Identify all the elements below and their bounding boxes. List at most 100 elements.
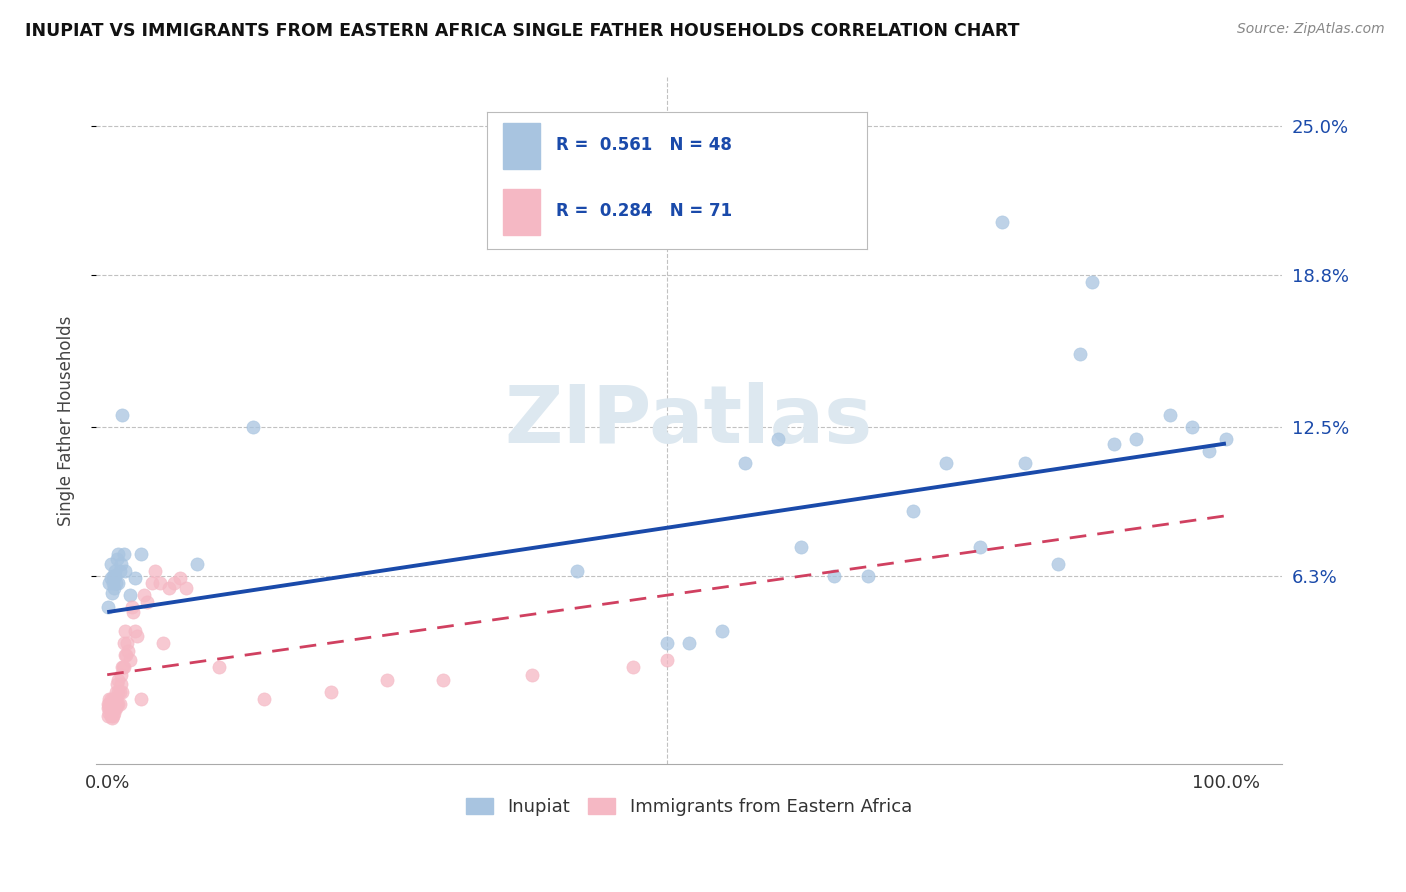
Point bbox=[1125, 432, 1147, 446]
Point bbox=[242, 419, 264, 434]
Point bbox=[101, 576, 124, 591]
Point bbox=[122, 605, 145, 619]
Point bbox=[97, 697, 120, 711]
Point bbox=[101, 697, 124, 711]
Point bbox=[105, 701, 128, 715]
Point bbox=[98, 706, 121, 721]
Point bbox=[790, 540, 813, 554]
Point bbox=[121, 600, 143, 615]
Point bbox=[112, 636, 135, 650]
Point bbox=[111, 408, 134, 422]
Point bbox=[98, 697, 121, 711]
Point bbox=[103, 697, 125, 711]
Point bbox=[101, 691, 124, 706]
Point bbox=[105, 697, 128, 711]
Point bbox=[375, 673, 398, 687]
Point bbox=[149, 576, 172, 591]
Point bbox=[103, 581, 125, 595]
Point bbox=[134, 588, 156, 602]
Point bbox=[991, 215, 1014, 229]
Point bbox=[935, 456, 957, 470]
Point bbox=[110, 667, 132, 681]
Point bbox=[108, 684, 131, 698]
Y-axis label: Single Father Households: Single Father Households bbox=[58, 316, 75, 525]
Point bbox=[565, 564, 588, 578]
Point bbox=[129, 691, 152, 706]
Point bbox=[105, 691, 128, 706]
Point bbox=[108, 697, 131, 711]
Point bbox=[101, 701, 124, 715]
Point bbox=[1014, 456, 1036, 470]
Point bbox=[129, 547, 152, 561]
Point bbox=[856, 569, 879, 583]
Point bbox=[100, 701, 122, 715]
Point bbox=[124, 624, 146, 639]
Point bbox=[103, 701, 125, 715]
Point bbox=[114, 624, 136, 639]
Point bbox=[100, 557, 122, 571]
Point bbox=[107, 697, 129, 711]
Point bbox=[141, 576, 163, 591]
Point bbox=[253, 691, 276, 706]
Point bbox=[104, 691, 127, 706]
Point bbox=[100, 708, 122, 723]
Point bbox=[169, 571, 191, 585]
Point bbox=[97, 701, 120, 715]
Point bbox=[114, 648, 136, 663]
Point bbox=[111, 684, 134, 698]
Point bbox=[1080, 275, 1102, 289]
Point bbox=[969, 540, 991, 554]
Point bbox=[111, 660, 134, 674]
Point bbox=[98, 576, 121, 591]
Legend: Inupiat, Immigrants from Eastern Africa: Inupiat, Immigrants from Eastern Africa bbox=[458, 790, 920, 823]
Point bbox=[107, 576, 129, 591]
Point bbox=[101, 569, 124, 583]
Point bbox=[100, 697, 122, 711]
Point bbox=[98, 701, 121, 715]
Point bbox=[112, 547, 135, 561]
Point bbox=[127, 629, 149, 643]
Point bbox=[124, 571, 146, 585]
Point bbox=[117, 636, 139, 650]
Point bbox=[163, 576, 186, 591]
Point bbox=[105, 684, 128, 698]
Text: ZIPatlas: ZIPatlas bbox=[505, 382, 873, 459]
Point bbox=[1181, 419, 1204, 434]
Point bbox=[678, 636, 700, 650]
Point bbox=[100, 706, 122, 721]
Point bbox=[104, 701, 127, 715]
Point bbox=[97, 600, 120, 615]
Point bbox=[103, 706, 125, 721]
Point bbox=[104, 697, 127, 711]
Point bbox=[152, 636, 174, 650]
Point bbox=[319, 684, 342, 698]
Point bbox=[655, 636, 678, 650]
Point bbox=[1198, 443, 1220, 458]
Point bbox=[621, 660, 644, 674]
Point bbox=[107, 684, 129, 698]
Point bbox=[105, 677, 128, 691]
Point bbox=[1069, 347, 1091, 361]
Point bbox=[105, 552, 128, 566]
Point bbox=[112, 660, 135, 674]
Point bbox=[97, 708, 120, 723]
Point bbox=[186, 557, 208, 571]
Point bbox=[174, 581, 197, 595]
Point bbox=[901, 504, 924, 518]
Point bbox=[101, 708, 124, 723]
Point bbox=[118, 588, 141, 602]
Point bbox=[1047, 557, 1070, 571]
Point bbox=[114, 564, 136, 578]
Point bbox=[768, 432, 790, 446]
Point bbox=[107, 673, 129, 687]
Point bbox=[143, 564, 166, 578]
Point bbox=[108, 564, 131, 578]
Point bbox=[115, 648, 138, 663]
Point bbox=[98, 691, 121, 706]
Point bbox=[100, 571, 122, 585]
Point bbox=[1159, 408, 1181, 422]
Point bbox=[110, 677, 132, 691]
Point bbox=[1215, 432, 1237, 446]
Point bbox=[522, 667, 544, 681]
Point bbox=[136, 595, 159, 609]
